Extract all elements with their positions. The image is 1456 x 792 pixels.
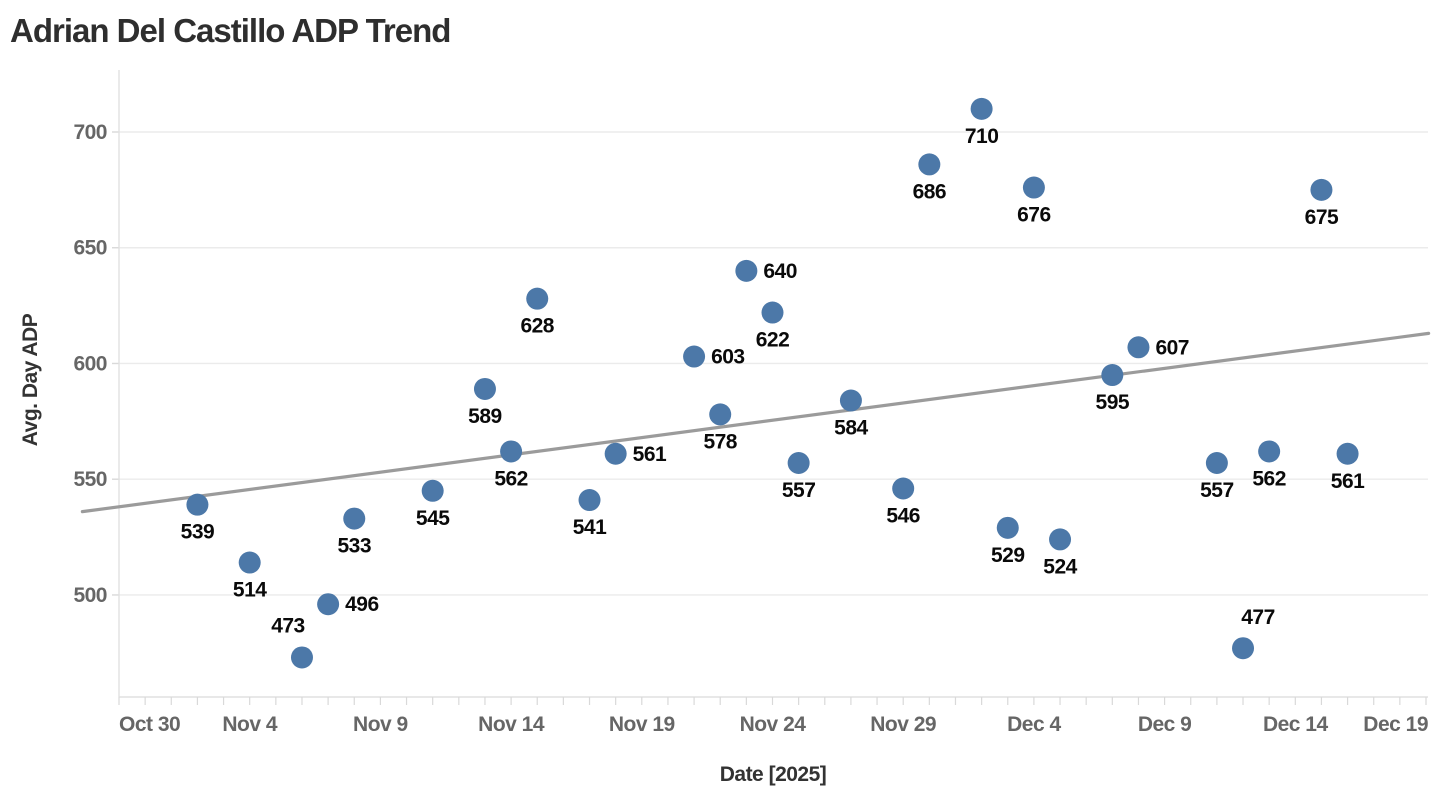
data-point[interactable] bbox=[578, 489, 601, 512]
x-axis-title: Date [2025] bbox=[720, 763, 827, 786]
data-point[interactable] bbox=[918, 153, 941, 176]
axis-layer: 700 650 600 550 500 Oct 30 Nov 4 Nov 9 Nov 14 Nov… bbox=[73, 70, 1429, 736]
data-point[interactable] bbox=[970, 97, 993, 120]
data-point-label: 595 bbox=[1096, 391, 1130, 414]
data-point-label: 675 bbox=[1305, 206, 1339, 229]
chart-title: Adrian Del Castillo ADP Trend bbox=[10, 12, 450, 49]
data-point[interactable] bbox=[526, 287, 549, 310]
data-point-label: 557 bbox=[782, 479, 816, 502]
data-point-label: 603 bbox=[711, 346, 745, 369]
x-tick-label: Nov 9 bbox=[353, 713, 408, 736]
y-tick-label: 600 bbox=[73, 352, 107, 375]
x-tick-label: Nov 29 bbox=[870, 713, 936, 736]
trend-layer bbox=[80, 331, 1431, 514]
data-point[interactable] bbox=[238, 551, 261, 574]
data-point[interactable] bbox=[500, 440, 523, 463]
data-point[interactable] bbox=[1101, 364, 1124, 387]
x-tick-label: Dec 19 bbox=[1363, 713, 1428, 736]
data-point-label: 622 bbox=[756, 329, 790, 352]
data-point[interactable] bbox=[473, 377, 496, 400]
data-point[interactable] bbox=[421, 479, 444, 502]
x-tick-label: Nov 19 bbox=[609, 713, 675, 736]
data-point[interactable] bbox=[1310, 178, 1333, 201]
data-point[interactable] bbox=[839, 389, 862, 412]
data-point[interactable] bbox=[343, 507, 366, 530]
data-point-label: 562 bbox=[1252, 467, 1286, 490]
data-point[interactable] bbox=[604, 442, 627, 465]
data-point-label: 589 bbox=[468, 405, 502, 428]
data-point-label: 562 bbox=[494, 467, 528, 490]
data-point[interactable] bbox=[787, 452, 810, 475]
data-point-label: 545 bbox=[416, 507, 450, 530]
y-axis-title: Avg. Day ADP bbox=[19, 313, 42, 446]
data-point[interactable] bbox=[892, 477, 915, 500]
trend-line bbox=[80, 331, 1431, 514]
data-point-label: 533 bbox=[337, 535, 371, 558]
data-point-label: 557 bbox=[1200, 479, 1234, 502]
data-point-label: 539 bbox=[181, 521, 215, 544]
data-point-label: 529 bbox=[991, 544, 1025, 567]
data-point-label: 561 bbox=[1331, 470, 1365, 493]
data-point-label: 686 bbox=[913, 180, 947, 203]
data-point[interactable] bbox=[761, 301, 784, 324]
data-point-label: 710 bbox=[965, 125, 999, 148]
data-point-label: 496 bbox=[345, 593, 379, 616]
data-point-label: 477 bbox=[1241, 606, 1275, 629]
x-tick-label: Dec 9 bbox=[1138, 713, 1192, 736]
x-tick-label: Dec 4 bbox=[1007, 713, 1061, 736]
y-tick-label: 700 bbox=[73, 121, 107, 144]
data-point-label: 584 bbox=[834, 417, 868, 440]
data-point[interactable] bbox=[1049, 528, 1072, 551]
data-point-label: 676 bbox=[1017, 204, 1051, 227]
data-point-label: 546 bbox=[886, 504, 920, 527]
data-point-label: 607 bbox=[1155, 336, 1189, 359]
x-tick-label: Oct 30 bbox=[119, 713, 180, 736]
data-point[interactable] bbox=[709, 403, 732, 426]
data-point-label: 541 bbox=[573, 516, 607, 539]
data-point[interactable] bbox=[683, 345, 706, 368]
data-point-label: 640 bbox=[763, 260, 797, 283]
x-tick-label: Nov 4 bbox=[222, 713, 278, 736]
data-point[interactable] bbox=[290, 646, 313, 669]
y-tick-label: 500 bbox=[73, 584, 107, 607]
x-tick-label: Dec 14 bbox=[1263, 713, 1329, 736]
data-point-label: 524 bbox=[1043, 555, 1077, 578]
data-point[interactable] bbox=[1258, 440, 1281, 463]
data-point[interactable] bbox=[1022, 176, 1045, 199]
x-tick-label: Nov 14 bbox=[478, 713, 545, 736]
data-point[interactable] bbox=[1205, 452, 1228, 475]
data-point[interactable] bbox=[996, 516, 1019, 539]
point-layer bbox=[186, 97, 1359, 669]
y-tick-label: 650 bbox=[73, 237, 107, 260]
data-point[interactable] bbox=[317, 593, 340, 616]
y-tick-label: 550 bbox=[73, 468, 107, 491]
data-point[interactable] bbox=[1127, 336, 1150, 359]
data-point-label: 561 bbox=[633, 443, 667, 466]
data-point-label: 473 bbox=[271, 614, 305, 637]
x-tick-label: Nov 24 bbox=[740, 713, 807, 736]
data-point[interactable] bbox=[735, 259, 758, 282]
data-point[interactable] bbox=[1232, 637, 1255, 660]
grid-layer bbox=[119, 131, 1428, 596]
data-point-label: 578 bbox=[703, 430, 737, 453]
data-point-label: 514 bbox=[233, 579, 267, 602]
data-point[interactable] bbox=[186, 493, 209, 516]
data-point[interactable] bbox=[1336, 442, 1359, 465]
data-point-label: 628 bbox=[520, 315, 554, 338]
